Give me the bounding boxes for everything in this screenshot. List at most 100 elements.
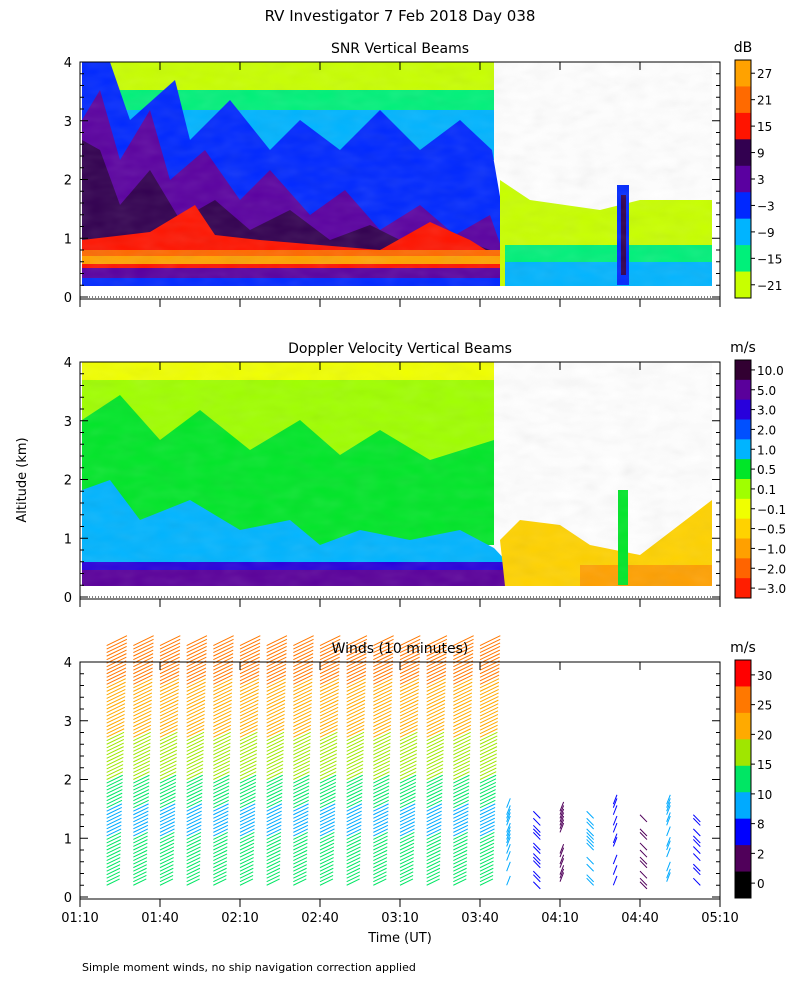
colorbar-swatch — [735, 819, 751, 846]
wind-barb — [400, 775, 416, 783]
wind-barb — [320, 843, 334, 850]
wind-barb — [480, 779, 496, 787]
wind-barb — [347, 736, 364, 744]
wind-barb — [320, 757, 337, 765]
wind-barb — [533, 882, 540, 889]
wind-barb — [267, 768, 283, 776]
wind-barb — [240, 807, 255, 814]
wind-barb — [107, 800, 122, 807]
wind-barb — [427, 843, 441, 850]
x-tick-label: 04:10 — [541, 911, 578, 926]
wind-barb — [373, 757, 390, 765]
wind-barb — [213, 765, 229, 773]
wind-profile — [427, 636, 447, 886]
wind-barb — [240, 732, 257, 740]
wind-barb — [293, 843, 307, 850]
wind-barb — [293, 747, 310, 755]
wind-barb — [453, 875, 466, 881]
wind-barb — [187, 793, 203, 801]
wind-barb — [293, 750, 310, 758]
wind-profile — [693, 815, 700, 886]
wind-barb — [533, 843, 540, 850]
wind-barb — [160, 854, 174, 861]
wind-barb — [480, 750, 497, 758]
wind-barb — [267, 868, 280, 874]
figure-title: RV Investigator 7 Feb 2018 Day 038 — [265, 7, 536, 25]
colorbar-swatch — [735, 479, 751, 499]
wind-barb — [187, 840, 201, 847]
colorbar-label: 20 — [757, 728, 772, 742]
wind-barb — [213, 800, 228, 807]
wind-barb — [240, 793, 256, 801]
wind-barb — [133, 732, 150, 740]
wind-barb — [320, 779, 336, 787]
colorbar-swatch — [735, 272, 751, 299]
wind-barb — [347, 772, 363, 780]
wind-barb — [293, 765, 309, 773]
x-tick-label: 03:10 — [381, 911, 418, 926]
wind-barb — [400, 879, 413, 885]
wind-barb — [347, 822, 362, 829]
wind-barb — [453, 750, 470, 758]
wind-barb — [187, 807, 202, 814]
wind-barb — [293, 868, 306, 874]
wind-barb — [640, 829, 647, 836]
wind-barb — [107, 772, 123, 780]
colorbar-label: 9 — [757, 147, 765, 161]
wind-barb — [107, 775, 123, 783]
wind-barb — [213, 761, 230, 769]
wind-barb — [373, 790, 389, 798]
wind-barb — [480, 815, 495, 822]
wind-barb — [453, 829, 467, 836]
wind-barb — [160, 861, 174, 868]
wind-barb — [347, 858, 361, 865]
wind-barb — [240, 858, 254, 865]
colorbar-swatch — [735, 459, 751, 479]
wind-barb — [373, 843, 387, 850]
wind-barb — [427, 854, 441, 861]
wind-barb — [480, 818, 495, 825]
wind-barb — [347, 879, 360, 885]
wind-barb — [160, 754, 177, 762]
wind-barb — [160, 847, 174, 854]
colorbar-swatch — [735, 792, 751, 819]
wind-barb — [427, 786, 443, 794]
wind-barb — [133, 840, 147, 847]
colorbar-swatch — [735, 86, 751, 113]
wind-barb — [107, 782, 123, 790]
wind-barb — [400, 804, 415, 811]
wind-barb — [320, 847, 334, 854]
colorbar-swatch — [735, 420, 751, 440]
wind-barb — [533, 857, 540, 864]
wind-barb — [453, 775, 469, 783]
colorbar-swatch — [735, 686, 751, 713]
wind-barb — [267, 772, 283, 780]
wind-barb — [107, 757, 124, 765]
wind-barb — [347, 807, 362, 814]
wind-barb — [533, 825, 540, 832]
wind-barb — [640, 843, 647, 850]
wind-barb — [240, 750, 257, 758]
wind-barb — [480, 843, 494, 850]
wind-barb — [133, 786, 149, 794]
wind-barb — [293, 793, 309, 801]
wind-barb — [320, 829, 334, 836]
wind-barb — [160, 790, 176, 798]
wind-barb — [293, 850, 307, 857]
colorbar-label: 8 — [757, 818, 765, 832]
wind-barb — [133, 825, 148, 832]
wind-barb — [453, 772, 469, 780]
wind-barb — [107, 747, 124, 755]
wind-barb — [107, 865, 120, 871]
x-axis-label: Time (UT) — [367, 931, 432, 946]
wind-barb — [533, 846, 540, 853]
wind-barb — [213, 807, 228, 814]
wind-barb — [347, 800, 362, 807]
wind-barb — [613, 876, 617, 885]
wind-barb — [187, 775, 203, 783]
wind-barb — [453, 739, 470, 747]
wind-barb — [400, 818, 415, 825]
wind-barb — [693, 836, 700, 843]
wind-barb — [453, 754, 470, 762]
wind-barb — [267, 743, 284, 751]
